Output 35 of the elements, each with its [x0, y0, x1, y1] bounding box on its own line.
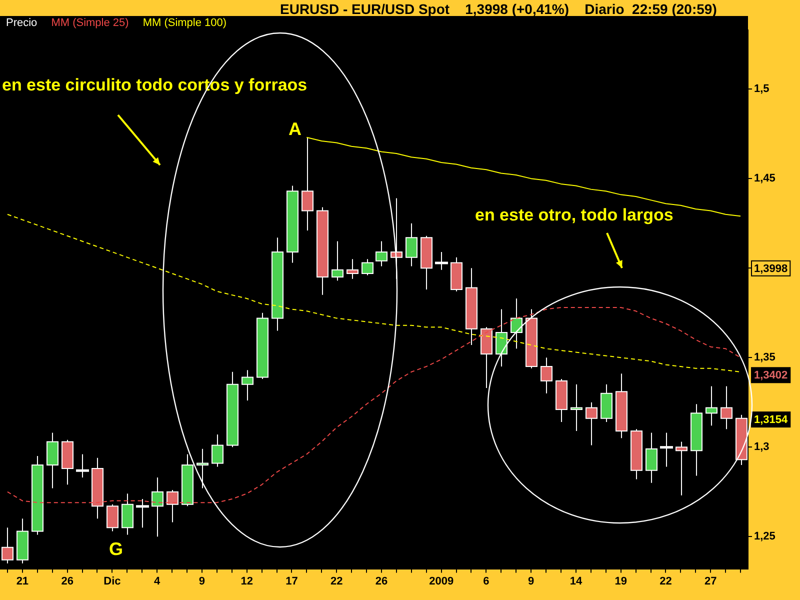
annotation: 1,3402 [754, 370, 788, 382]
text: MM (Simple 25) [51, 17, 129, 29]
x-tick-label: 17 [286, 575, 298, 588]
x-tick-label: 2009 [429, 575, 454, 588]
x-tick-label: 26 [61, 575, 74, 588]
annotation: en este otro, todo largos [475, 206, 674, 225]
x-tick-label: 22 [330, 575, 343, 588]
x-tick-label: 4 [154, 575, 162, 588]
x-tick-label: 12 [240, 575, 253, 588]
x-tick-label: 19 [614, 575, 627, 588]
y-tick-label: 1,3 [754, 441, 770, 454]
candlestick [660, 432, 673, 468]
x-tick-label: 9 [198, 575, 206, 588]
y-tick-label: 1,25 [754, 530, 776, 543]
x-tick-label: 27 [704, 575, 717, 588]
x-tick-label: 6 [483, 575, 490, 588]
text: Precio [6, 17, 38, 29]
candlestick [435, 251, 448, 270]
y-tick-label: 1,5 [754, 83, 770, 96]
annotation: 1,3154 [754, 414, 789, 426]
y-tick-label: 1,35 [754, 352, 776, 364]
annotation: G [108, 538, 124, 559]
x-tick-label: 22 [660, 575, 672, 588]
annotation: A [288, 118, 302, 139]
y-tick-label: 1,45 [754, 172, 776, 185]
candlestick [76, 454, 89, 478]
x-tick-label: 21 [16, 575, 29, 588]
candlestick [136, 498, 149, 528]
x-tick-label: 26 [375, 575, 388, 588]
chart-title: EURUSD - EUR/USD Spot 1,3998 (+0,41%) Diario 22:59 (20:59) [280, 1, 717, 17]
text: MM (Simple 100) [142, 17, 227, 29]
x-tick-label: 9 [528, 575, 534, 588]
x-tick-label: 14 [570, 575, 583, 588]
x-tick-label: Dic [104, 575, 121, 588]
annotation: 1,3998 [754, 262, 788, 275]
